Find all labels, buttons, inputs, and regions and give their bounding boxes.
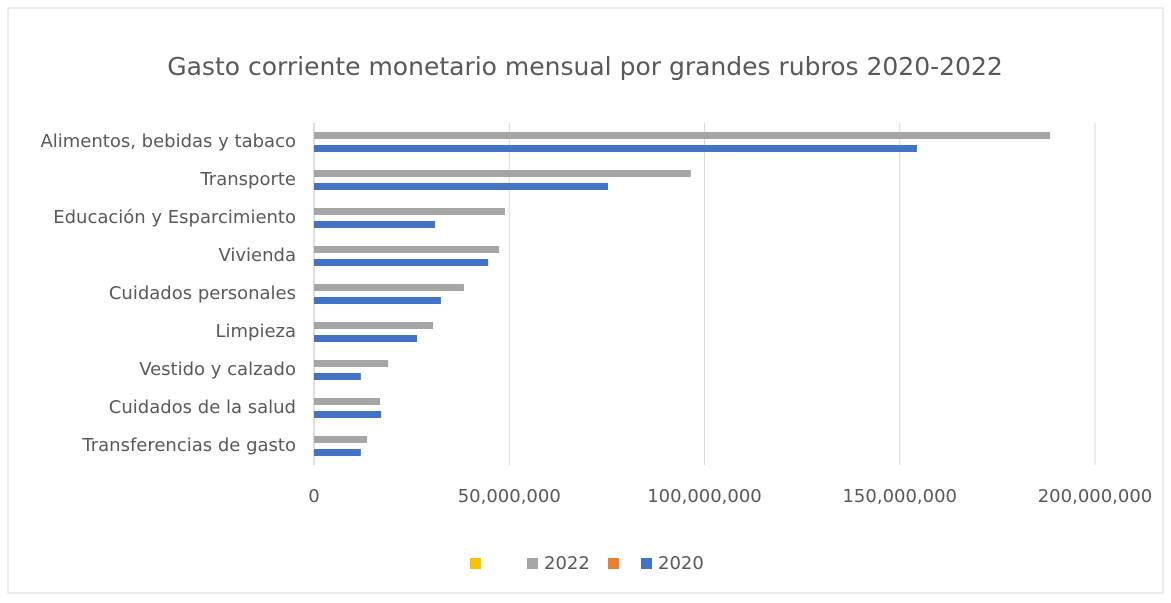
bar: [314, 208, 505, 215]
bar: [314, 145, 917, 152]
x-tick-label: 50,000,000: [458, 486, 561, 507]
legend-swatch: [470, 558, 481, 569]
bar: [314, 132, 1051, 139]
chart-frame: [7, 7, 1164, 594]
y-tick-label: Transporte: [199, 169, 296, 190]
bar: [314, 284, 464, 291]
bar: [314, 246, 500, 253]
bar: [314, 449, 361, 456]
bar: [314, 183, 609, 190]
legend-swatch: [608, 558, 619, 569]
legend-label: 2022: [544, 553, 590, 574]
bar: [314, 398, 380, 405]
x-tick-label: 100,000,000: [647, 486, 762, 507]
legend-label: 2020: [658, 553, 704, 574]
y-tick-label: Alimentos, bebidas y tabaco: [40, 131, 296, 152]
y-tick-label: Transferencias de gasto: [81, 435, 296, 456]
bar: [314, 411, 382, 418]
x-tick-label: 200,000,000: [1038, 486, 1153, 507]
legend-swatch: [527, 558, 538, 569]
y-tick-label: Vivienda: [218, 245, 296, 266]
legend-swatch: [641, 558, 652, 569]
y-tick-label: Educación y Esparcimiento: [53, 207, 296, 228]
x-tick-label: 150,000,000: [842, 486, 957, 507]
y-tick-label: Cuidados de la salud: [109, 397, 296, 418]
bar: [314, 221, 436, 228]
chart-title: Gasto corriente monetario mensual por gr…: [167, 52, 1003, 81]
x-tick-label: 0: [308, 486, 319, 507]
bar: [314, 259, 489, 266]
y-tick-label: Cuidados personales: [109, 283, 296, 304]
bar: [314, 170, 691, 177]
bar: [314, 335, 418, 342]
bar: [314, 373, 361, 380]
y-tick-label: Vestido y calzado: [139, 359, 296, 380]
bar: [314, 360, 389, 367]
bar: [314, 436, 368, 443]
bar: [314, 322, 434, 329]
y-tick-label: Limpieza: [215, 321, 296, 342]
bar: [314, 297, 441, 304]
